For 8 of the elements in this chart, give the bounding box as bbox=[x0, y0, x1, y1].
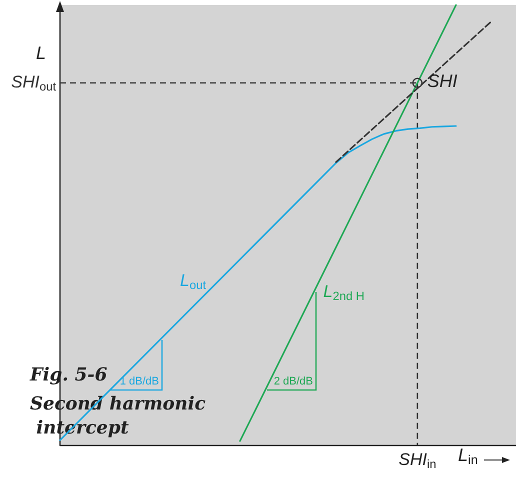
series-label: L$_{2nd H}$ bbox=[323, 282, 364, 304]
text: SHI$_{in}$ bbox=[398, 450, 436, 471]
ref-line-label: SHI$_{out}$ bbox=[11, 72, 56, 94]
annotation: SHI bbox=[427, 70, 458, 92]
y-axis-title: L bbox=[36, 43, 46, 64]
series-label: L$_{out}$ bbox=[180, 270, 206, 292]
annotation: 2 dB/dB bbox=[274, 376, 313, 388]
x-axis-title: L$_{in}$ bbox=[458, 445, 478, 468]
